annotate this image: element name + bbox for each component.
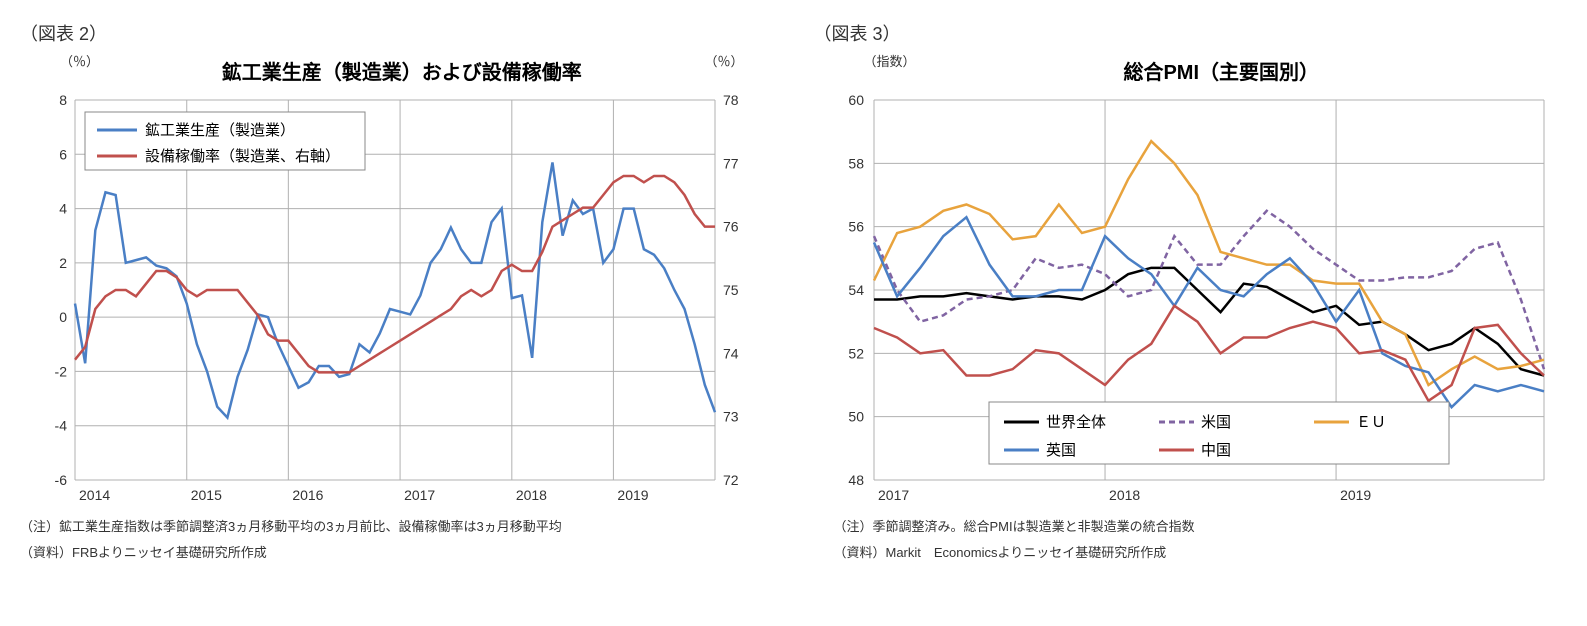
svg-text:4: 4 <box>59 201 67 217</box>
svg-text:52: 52 <box>848 345 864 361</box>
svg-text:54: 54 <box>848 282 864 298</box>
chart-svg-left: -6 -4 -2 0 2 4 6 8 72 73 74 75 76 77 78 2014 2015 2016 201… <box>20 90 770 510</box>
svg-text:73: 73 <box>723 409 739 425</box>
svg-text:-6: -6 <box>55 472 68 488</box>
chart-svg-right: 48 50 52 54 56 58 60 2017 2018 2019 世界全体 米国 ＥＵ 英国 中国 <box>814 90 1564 510</box>
svg-text:2019: 2019 <box>1340 487 1371 503</box>
y-right-unit: （％） <box>704 51 743 70</box>
note1-right: （注）季節調整済み。総合PMIは製造業と非製造業の統合指数 <box>834 518 1568 536</box>
svg-text:設備稼働率（製造業、右軸）: 設備稼働率（製造業、右軸） <box>145 148 340 165</box>
svg-text:2018: 2018 <box>1109 487 1140 503</box>
svg-text:48: 48 <box>848 472 864 488</box>
svg-text:鉱工業生産（製造業）: 鉱工業生産（製造業） <box>145 121 295 139</box>
svg-text:56: 56 <box>848 219 864 235</box>
figure-label-3: （図表 3） <box>814 20 1568 46</box>
svg-text:-4: -4 <box>55 418 68 434</box>
svg-text:世界全体: 世界全体 <box>1046 413 1106 431</box>
svg-text:58: 58 <box>848 155 864 171</box>
charts-container: （図表 2） （％） 鉱工業生産（製造業）および設備稼働率 （％） -6 -4 -2… <box>20 20 1567 562</box>
svg-text:英国: 英国 <box>1046 441 1076 459</box>
chart-title-right: 総合PMI（主要国別） <box>916 56 1527 85</box>
figure-label-2: （図表 2） <box>20 20 774 46</box>
svg-text:2: 2 <box>59 255 67 271</box>
svg-text:50: 50 <box>848 409 864 425</box>
svg-text:-2: -2 <box>55 363 68 379</box>
svg-text:72: 72 <box>723 472 739 488</box>
y-left-unit: （％） <box>60 51 99 70</box>
svg-text:76: 76 <box>723 219 739 235</box>
svg-text:ＥＵ: ＥＵ <box>1356 414 1386 431</box>
chart-area-right: 48 50 52 54 56 58 60 2017 2018 2019 世界全体 米国 ＥＵ 英国 中国 <box>814 90 1568 510</box>
svg-text:60: 60 <box>848 92 864 108</box>
svg-text:2015: 2015 <box>191 487 222 503</box>
y-unit-right: （指数） <box>864 51 916 70</box>
note2-right: （資料）Markit Economicsよりニッセイ基礎研究所作成 <box>834 544 1568 562</box>
chart-area-left: -6 -4 -2 0 2 4 6 8 72 73 74 75 76 77 78 2014 2015 2016 201… <box>20 90 774 510</box>
svg-text:2019: 2019 <box>617 487 648 503</box>
svg-text:2017: 2017 <box>404 487 435 503</box>
svg-text:77: 77 <box>723 155 739 171</box>
chart-panel-right: （図表 3） （指数） 総合PMI（主要国別） 48 50 52 54 56 58 60 20… <box>814 20 1568 562</box>
svg-text:74: 74 <box>723 345 739 361</box>
svg-text:2017: 2017 <box>878 487 909 503</box>
svg-text:米国: 米国 <box>1201 414 1231 431</box>
chart-panel-left: （図表 2） （％） 鉱工業生産（製造業）および設備稼働率 （％） -6 -4 -2… <box>20 20 774 562</box>
svg-text:6: 6 <box>59 146 67 162</box>
svg-text:中国: 中国 <box>1201 442 1231 459</box>
svg-text:75: 75 <box>723 282 739 298</box>
svg-text:2014: 2014 <box>79 487 110 503</box>
svg-text:0: 0 <box>59 309 67 325</box>
svg-text:2016: 2016 <box>292 487 323 503</box>
svg-text:8: 8 <box>59 92 67 108</box>
note1-left: （注）鉱工業生産指数は季節調整済3ヵ月移動平均の3ヵ月前比、設備稼働率は3ヵ月移… <box>20 518 774 536</box>
note2-left: （資料）FRBよりニッセイ基礎研究所作成 <box>20 544 774 562</box>
chart-title-left: 鉱工業生産（製造業）および設備稼働率 <box>99 56 704 85</box>
svg-text:2018: 2018 <box>516 487 547 503</box>
svg-text:78: 78 <box>723 92 739 108</box>
